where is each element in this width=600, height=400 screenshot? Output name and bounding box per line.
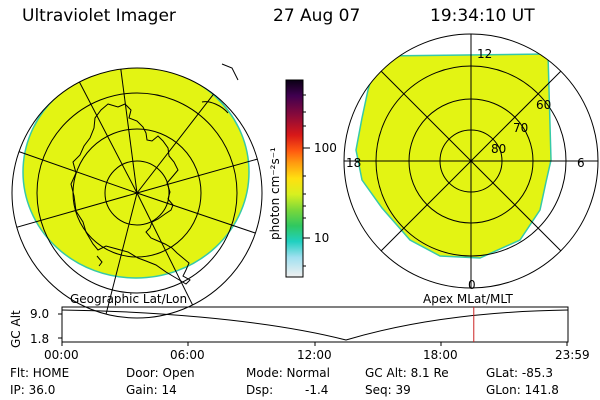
gain-value: Gain: 14 [126, 383, 177, 397]
timeline-tick-label: 00:00 [44, 348, 79, 362]
coast-fragment [221, 63, 239, 81]
geographic-panel [11, 63, 263, 319]
mlt-label-dusk: 18 [346, 156, 361, 170]
gc-altitude: GC Alt: 8.1 Re [365, 366, 449, 380]
coast-fragment [201, 101, 229, 114]
auroral-emission-region [22, 68, 250, 279]
altitude-timeline: GC Alt 9.0 1.8 00:00 06:00 12:00 18:00 2… [9, 306, 590, 362]
mlt-label-dawn: 6 [577, 156, 585, 170]
timeline-tick-label: 18:00 [423, 348, 458, 362]
latitude-ring-80 [104, 160, 170, 226]
magnetic-panel-label: Apex MLat/MLT [423, 292, 513, 306]
colorbar-gradient [285, 79, 304, 278]
latitude-ring-60 [36, 92, 238, 294]
colorbar: 100 10 photon cm⁻²s⁻¹ [268, 79, 337, 278]
timeline-tick-label: 12:00 [297, 348, 332, 362]
ip-value: IP: 36.0 [10, 383, 55, 397]
altitude-curve [61, 309, 569, 341]
timeline-ymin-label: 1.8 [30, 332, 49, 346]
dsp-value: -1.4 [305, 383, 328, 397]
magnetic-panel: 12 18 6 0 60 70 80 [343, 33, 599, 292]
instrument-title: Ultraviolet Imager [22, 6, 176, 26]
instrument-status-block: Flt: HOME IP: 36.0 Door: Open Gain: 14 M… [10, 366, 559, 397]
colorbar-unit-label: photon cm⁻²s⁻¹ [268, 147, 282, 240]
door-status: Door: Open [126, 366, 195, 380]
geographic-latitude: GLat: -85.3 [486, 366, 553, 380]
geographic-longitude: GLon: 141.8 [486, 383, 559, 397]
mlat-label-70: 70 [513, 121, 528, 135]
flight-status: Flt: HOME [10, 366, 69, 380]
mlt-label-noon: 12 [477, 47, 492, 61]
sequence-number: Seq: 39 [365, 383, 411, 397]
image-date: 27 Aug 07 [273, 6, 361, 26]
timeline-axis-label: GC Alt [9, 310, 23, 348]
timeline-ticks [58, 313, 568, 346]
mode-status: Mode: Normal [246, 366, 330, 380]
timeline-tick-label: 23:59 [555, 348, 590, 362]
mlat-label-80: 80 [491, 142, 506, 156]
timeline-tick-label: 06:00 [170, 348, 205, 362]
timeline-ymax-label: 9.0 [30, 307, 49, 321]
colorbar-tick-label: 100 [314, 141, 337, 155]
coast-fragment [96, 255, 103, 267]
mlt-label-midnight: 0 [468, 278, 476, 292]
auroral-emission-region [355, 53, 552, 259]
colorbar-ticks [303, 94, 310, 267]
image-time: 19:34:10 UT [430, 6, 535, 26]
geographic-panel-label: Geographic Lat/Lon [70, 292, 187, 306]
colorbar-tick-label: 10 [314, 231, 329, 245]
mlat-label-60: 60 [536, 98, 551, 112]
mlt-meridians [344, 34, 598, 288]
outer-latitude-ring [11, 67, 263, 319]
dsp-label: Dsp: [246, 383, 273, 397]
continent-outline [70, 103, 191, 285]
